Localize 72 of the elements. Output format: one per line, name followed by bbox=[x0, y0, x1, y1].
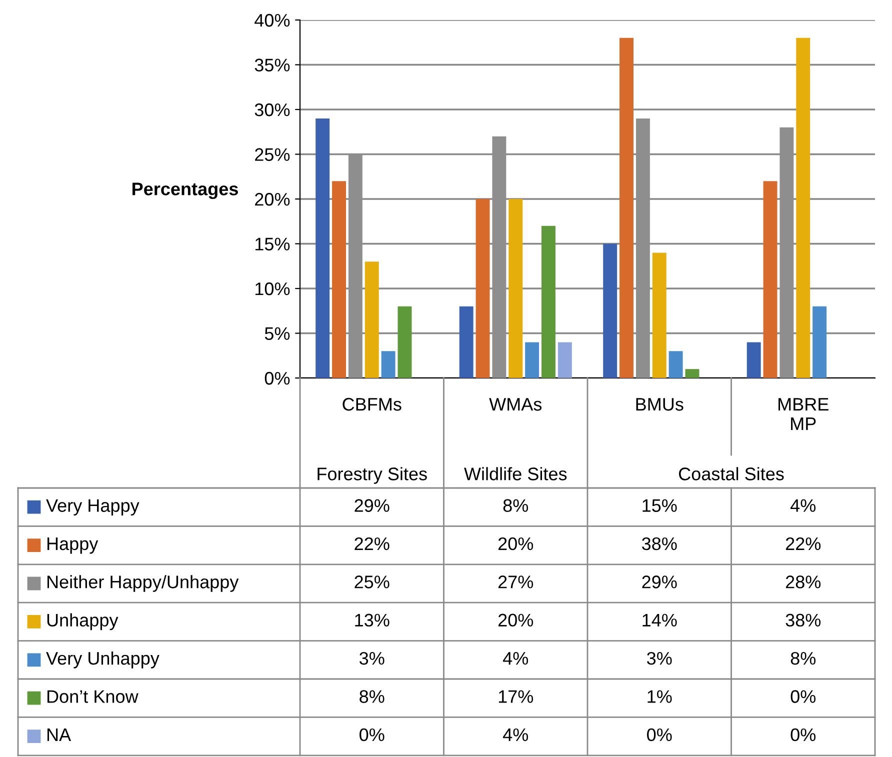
x-tick-label: MBRE MP bbox=[778, 398, 828, 430]
data-label: 3% bbox=[360, 652, 384, 665]
data-label: 8% bbox=[360, 690, 384, 703]
legend-label: Very Unhappy bbox=[46, 651, 160, 668]
bar bbox=[316, 118, 330, 378]
data-label: 22% bbox=[354, 537, 390, 550]
bar bbox=[381, 351, 396, 378]
data-label: 20% bbox=[498, 614, 534, 627]
x-tick-label: BMUs bbox=[636, 398, 684, 411]
y-tick-label: 20% bbox=[255, 192, 290, 206]
bar bbox=[603, 244, 618, 378]
bar bbox=[525, 342, 540, 378]
y-tick-label: 5% bbox=[264, 327, 290, 340]
y-tick-label: 30% bbox=[254, 103, 290, 116]
bar bbox=[668, 351, 683, 378]
y-tick-label: 25% bbox=[255, 148, 290, 161]
data-label: 20% bbox=[498, 537, 534, 550]
bar bbox=[364, 262, 379, 378]
bar bbox=[796, 38, 810, 378]
bar bbox=[620, 38, 634, 378]
bar bbox=[746, 342, 761, 378]
data-label: 29% bbox=[642, 576, 677, 588]
data-label: 8% bbox=[503, 499, 528, 512]
bar bbox=[652, 252, 666, 378]
data-label: 38% bbox=[786, 614, 821, 627]
data-label: 0% bbox=[360, 728, 384, 742]
bar bbox=[398, 306, 412, 378]
legend-label: Very Happy bbox=[46, 499, 140, 516]
data-label: 38% bbox=[642, 537, 677, 550]
data-label: 0% bbox=[647, 728, 672, 742]
legend-label: Happy bbox=[47, 538, 98, 554]
y-tick-label: 0% bbox=[264, 372, 290, 385]
data-label: 27% bbox=[498, 576, 534, 588]
data-label: 4% bbox=[502, 652, 528, 665]
bar bbox=[476, 199, 490, 378]
bar bbox=[459, 306, 474, 378]
data-label: 13% bbox=[355, 614, 390, 627]
bar bbox=[332, 181, 346, 378]
x-tick-label: CBFMs bbox=[342, 398, 402, 411]
data-label: 28% bbox=[786, 576, 821, 588]
x-tick-label: WMAs bbox=[489, 398, 542, 411]
bar bbox=[685, 369, 700, 378]
data-label: 17% bbox=[498, 690, 534, 703]
bar bbox=[763, 181, 778, 378]
text: Forestry Sites bbox=[318, 467, 427, 484]
bar bbox=[542, 226, 556, 378]
data-label: 0% bbox=[790, 728, 816, 742]
data-label: 1% bbox=[648, 690, 672, 703]
data-label: 14% bbox=[642, 614, 677, 626]
text: Wildlife Sites bbox=[464, 467, 567, 480]
data-label: 3% bbox=[647, 652, 672, 665]
data-label: 0% bbox=[790, 690, 816, 703]
y-axis-title: Percentages bbox=[132, 182, 238, 199]
legend-label: NA bbox=[47, 728, 72, 741]
bar bbox=[812, 306, 827, 378]
y-tick-label: 35% bbox=[254, 58, 290, 72]
data-label: 15% bbox=[642, 499, 677, 512]
y-tick-label: 10% bbox=[256, 282, 290, 296]
legend-label: Unhappy bbox=[47, 613, 118, 630]
data-label: 4% bbox=[502, 728, 528, 742]
bar bbox=[558, 342, 572, 378]
bar bbox=[508, 199, 523, 378]
data-label: 25% bbox=[354, 576, 390, 588]
text: Coastal Sites bbox=[678, 467, 784, 480]
legend-label: Neither Happy/Unhappy bbox=[47, 575, 239, 592]
y-tick-label: 15% bbox=[256, 238, 290, 250]
data-label: 29% bbox=[354, 499, 390, 512]
legend-label: Don’t Know bbox=[47, 690, 138, 703]
data-label: 8% bbox=[790, 652, 816, 665]
data-label: 22% bbox=[786, 537, 821, 550]
data-label: 4% bbox=[790, 499, 816, 512]
y-tick-label: 40% bbox=[254, 14, 290, 27]
